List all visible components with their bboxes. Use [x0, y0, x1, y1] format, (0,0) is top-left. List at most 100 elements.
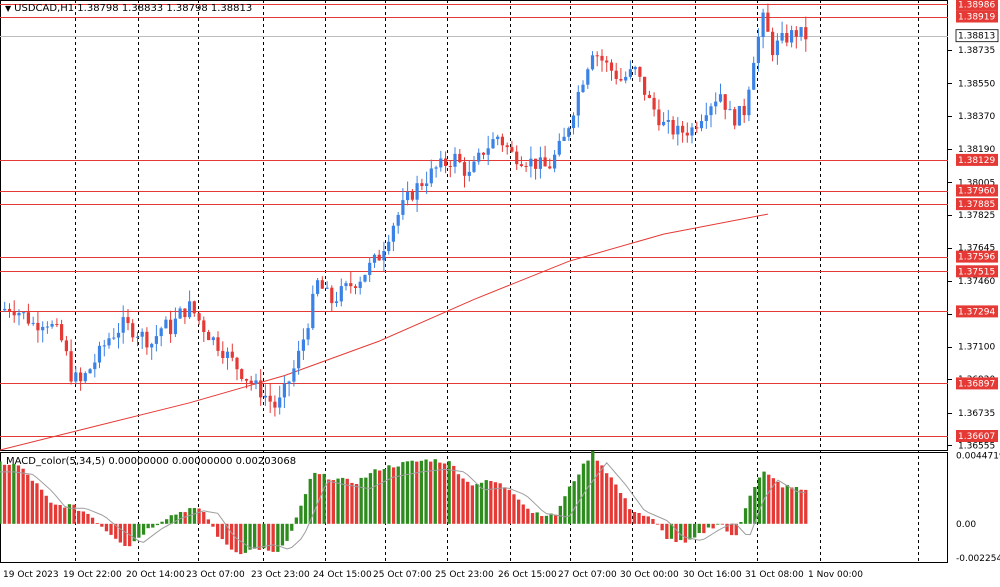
candle-body: [102, 345, 106, 347]
candle-body: [633, 67, 637, 70]
macd-bar: [637, 513, 641, 524]
candle-body: [320, 280, 324, 289]
candle-body: [382, 251, 386, 261]
macd-bar: [90, 517, 95, 524]
candle-body: [31, 322, 35, 324]
candle-body: [12, 311, 16, 316]
macd-bar: [72, 504, 76, 524]
candle-body: [344, 283, 348, 287]
candle-body: [543, 157, 547, 167]
candle-body: [368, 262, 372, 275]
macd-bar: [405, 461, 410, 524]
macd-bar: [188, 508, 192, 524]
candle-body: [761, 12, 765, 37]
macd-bar: [433, 459, 437, 524]
candle-body: [183, 308, 187, 318]
macd-bar: [595, 460, 599, 524]
candle-body: [287, 381, 291, 384]
macd-bar: [160, 521, 164, 524]
candle-body: [756, 37, 760, 63]
price-tick-label: 1.38550: [958, 80, 995, 90]
candle-body: [500, 136, 504, 146]
candle-body: [429, 168, 433, 184]
time-label: 1 Nov 00:00: [808, 570, 863, 580]
macd-bar: [197, 508, 201, 524]
macd-bar: [53, 504, 58, 524]
candle-body: [316, 280, 320, 294]
candle-body: [97, 345, 102, 363]
macd-bar: [628, 509, 632, 524]
macd-bar: [734, 523, 738, 536]
macd-bar: [739, 522, 743, 524]
macd-bar: [660, 523, 664, 531]
candle-body: [387, 241, 391, 252]
price-tick-label: 1.38190: [958, 145, 995, 155]
macd-bar: [429, 461, 433, 524]
candle-body: [780, 33, 784, 41]
candle-body: [297, 350, 301, 369]
candle-body: [557, 140, 561, 155]
time-label: 30 Oct 00:00: [620, 570, 679, 580]
candle-body: [657, 109, 661, 126]
macd-bar: [239, 523, 243, 555]
macd-bar: [517, 499, 521, 524]
candle-body: [3, 308, 7, 311]
macd-bar: [30, 480, 34, 524]
candle-body: [415, 183, 419, 200]
macd-bar: [577, 474, 581, 524]
macd-bar: [373, 469, 377, 524]
macd-bar: [572, 481, 576, 524]
macd-signal-line: [0, 462, 806, 550]
candle-body: [524, 166, 528, 167]
candle-body: [178, 308, 182, 319]
candle-body: [742, 106, 746, 116]
macd-histogram: [0, 450, 808, 555]
macd-bar: [632, 512, 637, 524]
candle-body: [55, 324, 59, 325]
candle-body: [363, 274, 367, 282]
time-label: 19 Oct 2023: [3, 570, 59, 580]
candle-body: [93, 362, 97, 370]
macd-bar: [322, 473, 326, 524]
candle-body: [225, 351, 230, 358]
macd-bar: [2, 464, 7, 524]
macd-bar: [271, 523, 275, 552]
symbol-line: USDCAD,H1 1.38798 1.38833 1.38798 1.3881…: [14, 3, 253, 14]
macd-bar: [155, 523, 160, 526]
price-tick-label: 1.37645: [958, 244, 995, 254]
macd-bar: [206, 519, 210, 524]
macd-bar: [507, 489, 511, 524]
level-tag: [956, 10, 998, 23]
candle-body: [614, 70, 618, 79]
candle-body: [211, 337, 215, 341]
time-label: 23 Oct 07:00: [186, 570, 245, 580]
price-pane-frame: [0, 0, 948, 451]
candle-body: [121, 317, 125, 333]
macd-bar: [475, 484, 479, 524]
candle-body: [628, 69, 632, 77]
macd-bar: [743, 508, 748, 524]
time-label: 24 Oct 15:00: [313, 570, 372, 580]
macd-bar: [378, 470, 382, 524]
candle-body: [406, 191, 410, 201]
candle-body: [609, 62, 614, 71]
candle-body: [126, 317, 130, 324]
current-price-label: 1.38813: [958, 32, 995, 42]
candle-body: [278, 397, 282, 408]
symbol-info[interactable]: ▼ USDCAD,H1 1.38798 1.38833 1.38798 1.388…: [5, 3, 252, 14]
candle-body: [643, 76, 647, 95]
candle-body: [567, 128, 571, 137]
macd-bar: [410, 460, 414, 524]
candle-body: [150, 343, 154, 348]
candle-body: [690, 127, 694, 136]
macd-bar: [442, 463, 447, 524]
triangle-down-icon[interactable]: ▼: [5, 4, 12, 13]
candle-body: [140, 331, 144, 337]
macd-bar: [165, 519, 169, 524]
level-tag-label: 1.37294: [958, 307, 995, 317]
candle-body: [154, 336, 158, 344]
macd-bar: [549, 513, 553, 524]
macd-bar: [767, 474, 771, 524]
macd-bar: [503, 487, 507, 524]
